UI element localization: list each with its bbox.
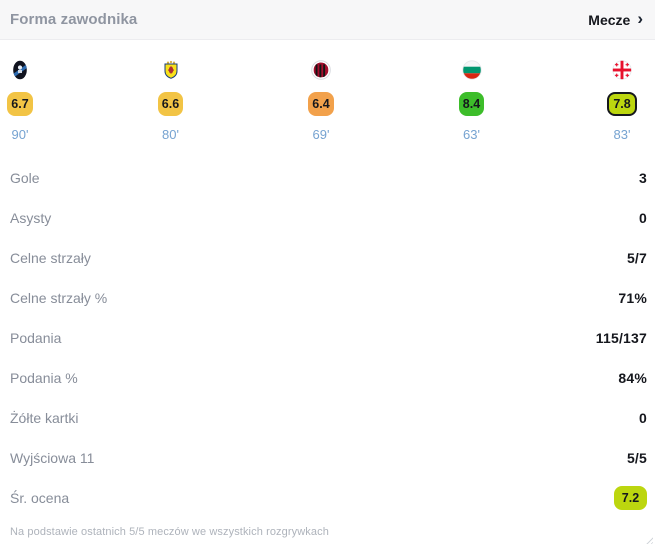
stat-value: 3 [639,170,647,186]
stat-row-starting-eleven: Wyjściowa 11 5/5 [0,438,655,478]
match-column-5[interactable]: 7.8 83' [607,60,637,142]
widget-header: Forma zawodnika Mecze › [0,0,655,40]
georgia-flag-icon [612,60,632,80]
stat-label: Śr. ocena [10,490,70,506]
stat-row-passes: Podania 115/137 [0,318,655,358]
rating-badge: 6.4 [308,92,334,116]
stat-label: Podania % [10,370,78,386]
stat-label: Podania [10,330,62,346]
rating-badge: 6.6 [157,92,184,116]
minutes-played: 90' [11,127,29,142]
stat-row-assists: Asysty 0 [0,198,655,238]
stat-label: Żółte kartki [10,410,79,426]
stat-value: 0 [639,210,647,226]
rating-badge: 8.4 [458,92,485,116]
stat-row-yellow-cards: Żółte kartki 0 [0,398,655,438]
minutes-played: 63' [463,127,480,142]
chevron-right-icon: › [637,9,643,28]
stat-row-passes-pct: Podania % 84% [0,358,655,398]
stats-list: Gole 3 Asysty 0 Celne strzały 5/7 Celne … [0,157,655,518]
stat-value: 115/137 [595,330,647,346]
stat-row-shots-on-target: Celne strzały 5/7 [0,238,655,278]
stat-row-goals: Gole 3 [0,158,655,198]
widget-title: Forma zawodnika [10,11,138,28]
villarreal-crest-icon [164,60,177,79]
match-column-1[interactable]: 6.7 90' [7,60,33,142]
stat-label: Asysty [10,210,52,226]
minutes-played: 69' [312,127,330,142]
minutes-played: 80' [162,127,179,142]
stat-row-average-rating: Śr. ocena 7.2 [0,478,655,518]
rating-badge-highlighted: 7.8 [607,92,637,116]
match-column-3[interactable]: 6.4 69' [308,60,334,142]
match-column-4[interactable]: 8.4 63' [458,60,485,142]
footer-note: Na podstawie ostatnich 5/5 meczów we wsz… [10,526,329,538]
stat-label: Celne strzały % [10,290,108,306]
stat-value: 0 [639,410,647,426]
bulgaria-flag-icon [461,60,482,80]
matches-link-label: Mecze [588,11,631,28]
stat-label: Celne strzały [10,250,91,266]
stat-value: 71% [618,290,647,306]
rating-badge: 6.7 [7,92,33,116]
stat-label: Gole [10,170,40,186]
stat-value: 84% [618,370,647,386]
stat-label: Wyjściowa 11 [10,450,95,466]
resize-handle[interactable] [644,535,653,544]
stat-value: 5/5 [626,450,647,466]
ac-milan-crest-icon [311,60,331,80]
recent-matches-strip: 6.7 90' 6.6 80' [0,40,655,157]
atalanta-crest-icon [13,60,27,80]
stat-value: 5/7 [626,250,647,266]
matches-link[interactable]: Mecze › [588,9,643,28]
match-column-2[interactable]: 6.6 80' [157,60,184,142]
minutes-played: 83' [613,127,631,142]
average-rating-badge: 7.2 [614,486,647,510]
stat-row-shots-on-target-pct: Celne strzały % 71% [0,278,655,318]
